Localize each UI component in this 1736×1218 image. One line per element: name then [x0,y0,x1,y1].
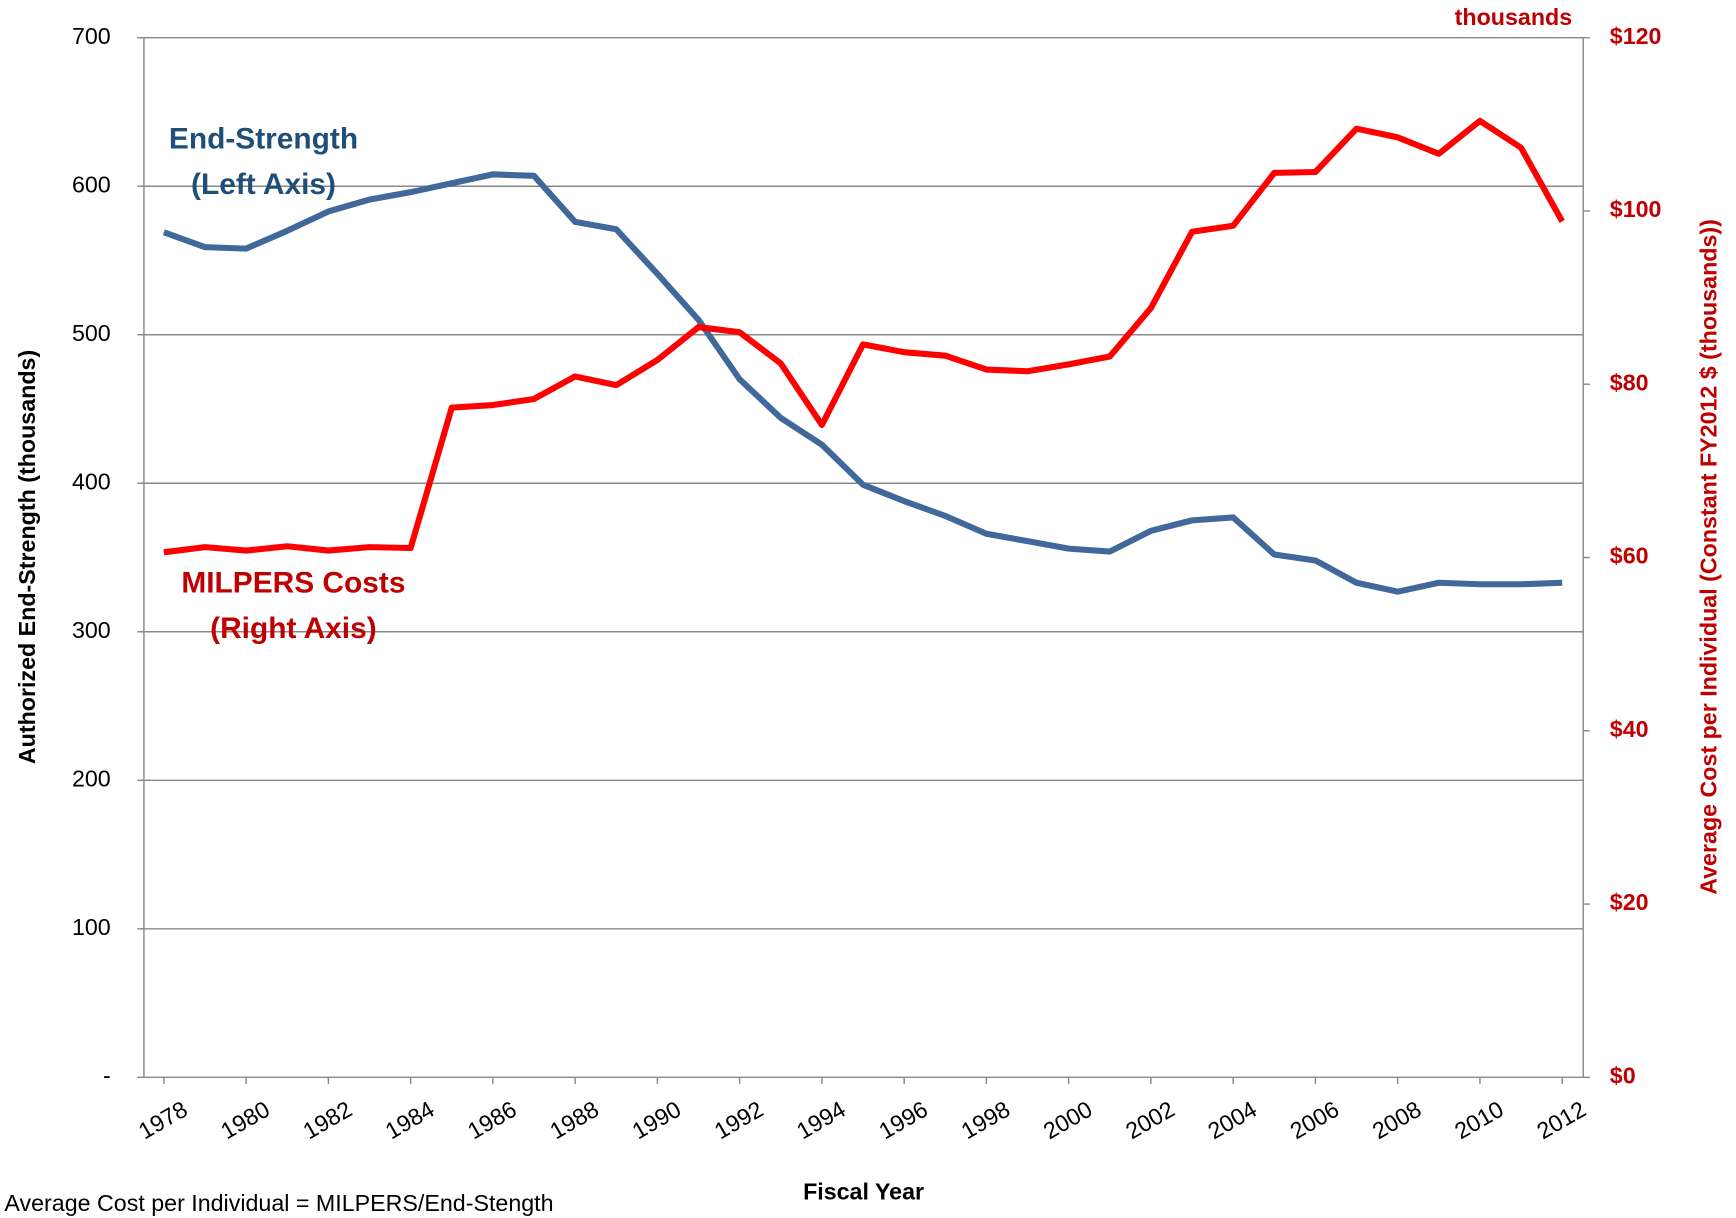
x-tick-label: 1988 [545,1096,603,1144]
y2-tick-label: $80 [1610,369,1649,395]
x-tick-label: 2000 [1039,1096,1097,1144]
x-tick-label: 1982 [299,1096,357,1144]
y-tick-label: 700 [72,23,111,49]
x-tick-label: 2006 [1286,1096,1344,1144]
x-tick-label: 1996 [874,1096,932,1144]
series-line [163,117,1565,556]
footnote: Average Cost per Individual = MILPERS/En… [4,1190,553,1216]
x-axis-label: Fiscal Year [803,1179,924,1205]
y2-tick-label: $0 [1610,1062,1636,1088]
y-tick-label: 100 [72,914,111,940]
x-tick-label: 1990 [628,1096,686,1144]
x-tick-label: 2012 [1532,1096,1590,1144]
x-tick-label: 1998 [957,1096,1015,1144]
x-tick-label: 1978 [134,1096,192,1144]
y-tick-label: 300 [72,617,111,643]
annotation: (Right Axis) [210,612,377,645]
x-tick-label: 1994 [792,1096,850,1144]
x-tick-label: 2004 [1203,1096,1261,1144]
y2-tick-label: $60 [1610,543,1649,569]
x-tick-label: 1984 [381,1096,439,1144]
y2-tick-label: $100 [1610,196,1662,222]
y2-axis-label: Average Cost per Individual (Constant FY… [1696,219,1722,895]
y-tick-label: 200 [72,765,111,791]
annotation: End-Strength [169,123,358,156]
x-tick-label: 1992 [710,1096,768,1144]
y2-tick-label: $20 [1610,889,1649,915]
y2-tick-label: $40 [1610,716,1649,742]
series-line [162,171,1563,595]
y-tick-label: 500 [72,320,111,346]
annotation: (Left Axis) [191,168,336,201]
x-tick-label: 2002 [1121,1096,1179,1144]
x-tick-label: 2010 [1450,1096,1508,1144]
y-axis-label: Authorized End-Strength (thousands) [14,350,40,764]
y2-tick-label: $120 [1610,23,1662,49]
annotation: MILPERS Costs [181,567,405,600]
x-tick-label: 1980 [216,1096,274,1144]
y-tick-label: 600 [72,171,111,197]
x-tick-label: 2008 [1368,1096,1426,1144]
x-tick-label: 1986 [463,1096,521,1144]
y-tick-label: - [103,1062,111,1088]
y-tick-label: 400 [72,468,111,494]
y2-unit: thousands [1455,4,1572,30]
